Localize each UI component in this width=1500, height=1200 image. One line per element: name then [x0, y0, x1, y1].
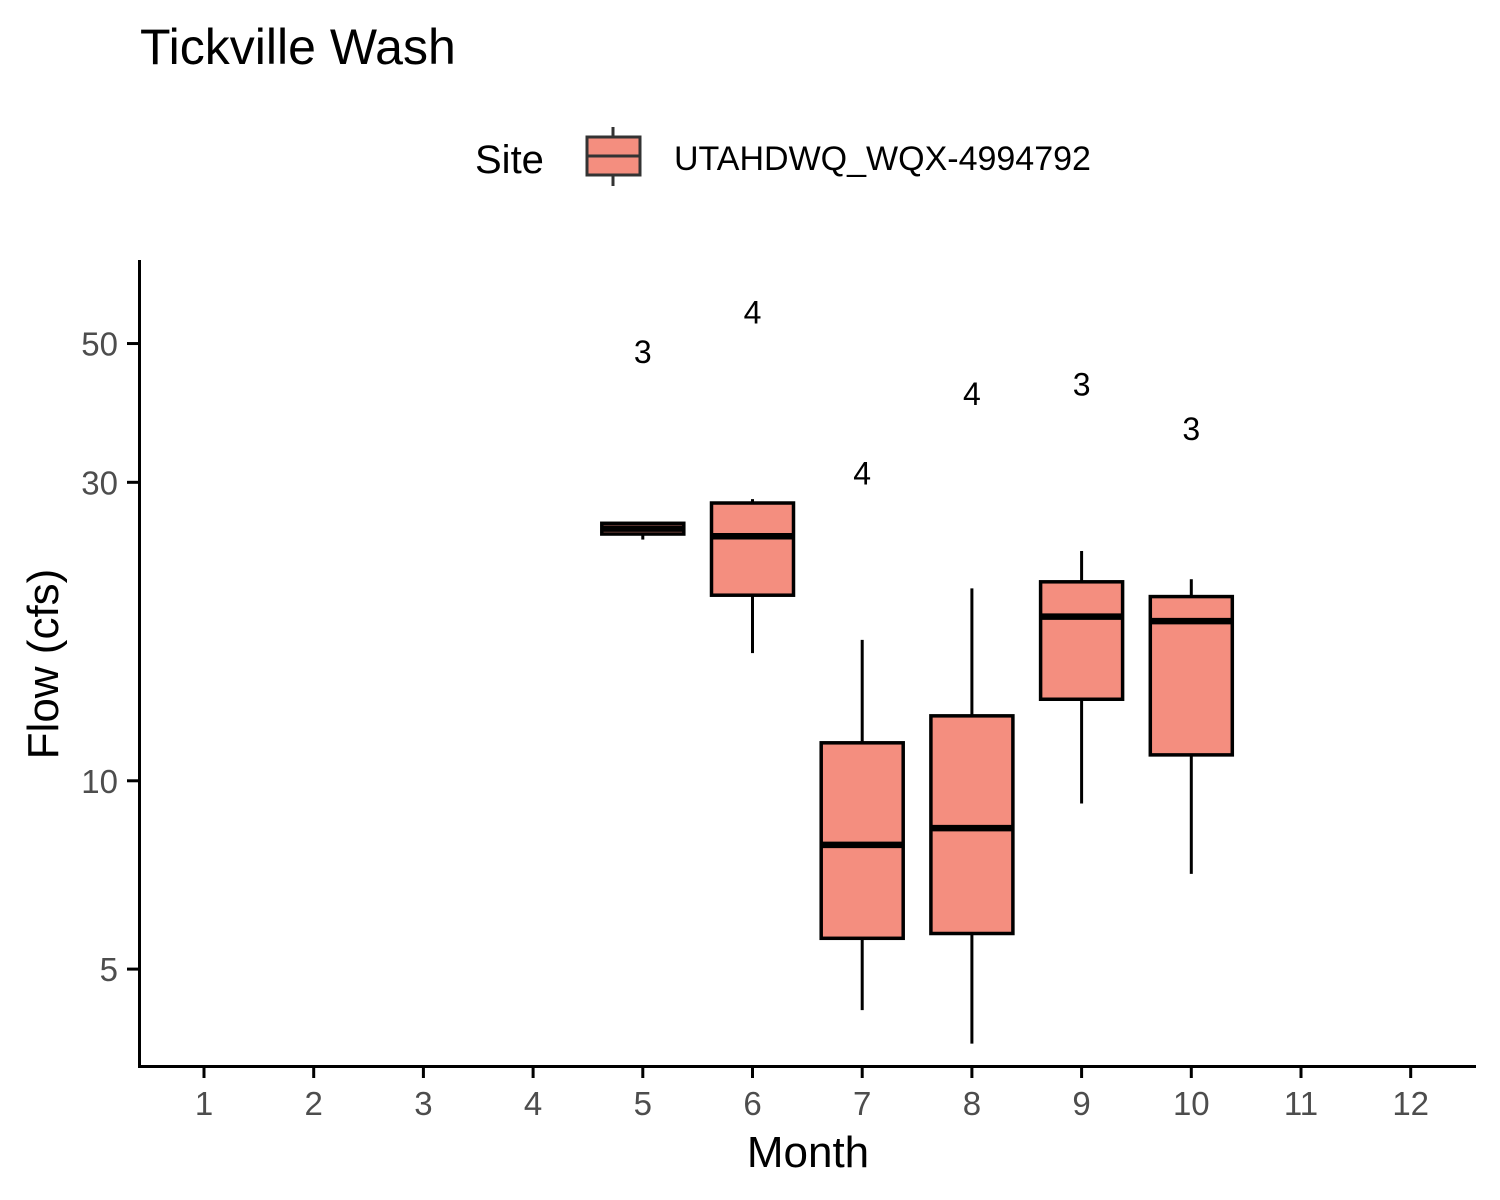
x-tick-label: 6 [743, 1085, 761, 1122]
count-label: 3 [634, 334, 652, 370]
box-iqr [1038, 580, 1125, 702]
x-tick-label: 9 [1072, 1085, 1090, 1122]
x-tick-label: 1 [195, 1085, 213, 1122]
box-month-9: 3 [1038, 367, 1125, 804]
box-iqr [929, 714, 1015, 936]
y-tick-label: 10 [81, 763, 118, 800]
y-tick-label: 5 [100, 951, 118, 988]
box-month-8: 4 [929, 376, 1015, 1044]
x-tick-label: 5 [634, 1085, 652, 1122]
x-tick-label: 10 [1173, 1085, 1210, 1122]
count-label: 4 [744, 295, 762, 331]
box-month-6: 4 [709, 295, 796, 654]
y-axis-title: Flow (cfs) [19, 569, 68, 760]
x-tick-label: 7 [853, 1085, 871, 1122]
box-month-5: 3 [600, 334, 686, 540]
box-iqr [709, 501, 796, 597]
y-tick-label: 30 [81, 464, 118, 501]
chart-title: Tickville Wash [140, 19, 456, 75]
x-tick-label: 3 [414, 1085, 432, 1122]
count-label: 3 [1182, 411, 1200, 447]
box-iqr [819, 741, 905, 941]
legend-label: UTAHDWQ_WQX-4994792 [674, 140, 1091, 178]
boxes: 3 4 4 4 3 3 [600, 295, 1235, 1044]
legend-title: Site [475, 138, 544, 182]
legend: Site UTAHDWQ_WQX-4994792 [475, 127, 1091, 186]
x-tick-label: 12 [1392, 1085, 1429, 1122]
legend-key [585, 127, 642, 186]
count-label: 3 [1073, 367, 1091, 403]
count-label: 4 [853, 455, 871, 491]
y-tick-label: 50 [81, 326, 118, 363]
x-tick-label: 8 [963, 1085, 981, 1122]
x-tick-label: 11 [1284, 1085, 1318, 1122]
x-tick-label: 4 [524, 1085, 542, 1122]
x-axis-title: Month [747, 1128, 869, 1177]
x-ticks: 1 2 3 4 5 6 7 8 9 10 11 12 [195, 1067, 1429, 1122]
y-ticks: 5 10 30 50 [81, 326, 139, 988]
box-month-10: 3 [1148, 411, 1235, 874]
count-label: 4 [963, 376, 981, 412]
x-tick-label: 2 [305, 1085, 323, 1122]
box-month-7: 4 [819, 455, 905, 1011]
